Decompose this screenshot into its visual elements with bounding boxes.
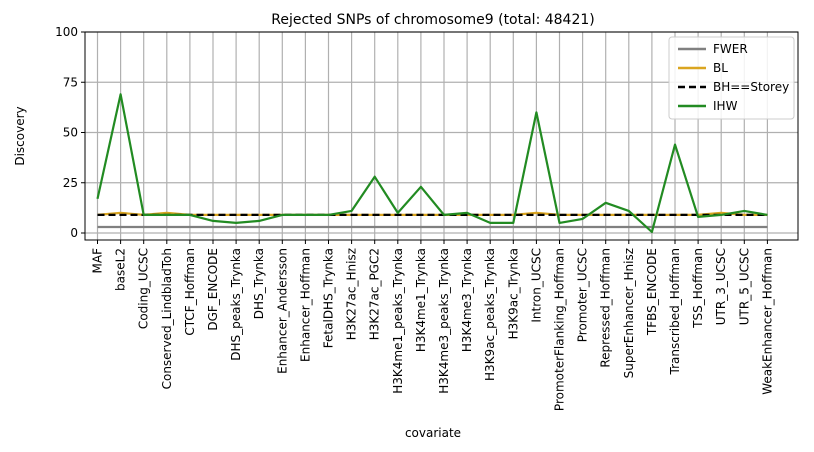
x-tick-label: H3K9ac_Trynka xyxy=(506,248,520,339)
x-tick-label: baseL2 xyxy=(114,248,128,291)
x-tick-label: MAF xyxy=(91,248,105,274)
y-tick-label: 75 xyxy=(63,75,78,89)
legend-label: BL xyxy=(713,61,728,75)
chart-title: Rejected SNPs of chromosome9 (total: 484… xyxy=(271,12,595,28)
x-tick-label: Enhancer_Hoffman xyxy=(298,248,312,362)
y-axis-title: Discovery xyxy=(13,106,27,165)
y-tick-label: 100 xyxy=(55,25,78,39)
x-tick-label: H3K27ac_PGC2 xyxy=(368,248,382,340)
x-tick-label: FetalDHS_Trynka xyxy=(322,248,336,348)
x-tick-label: Repressed_Hoffman xyxy=(599,248,613,368)
y-tick-label: 50 xyxy=(63,126,78,140)
x-tick-label: DHS_Trynka xyxy=(252,248,266,319)
x-tick-label: H3K4me3_Trynka xyxy=(460,248,474,352)
x-tick-label: H3K9ac_peaks_Trynka xyxy=(483,248,497,381)
x-tick-label: Promoter_UCSC xyxy=(576,248,590,342)
x-tick-label: Enhancer_Andersson xyxy=(275,248,289,374)
plot-area-frame xyxy=(84,31,799,241)
x-tick-label: SuperEnhancer_Hnisz xyxy=(622,248,636,378)
x-tick-label: WeakEnhancer_Hoffman xyxy=(760,248,774,395)
y-tick-label: 25 xyxy=(63,176,78,190)
x-tick-label: UTR_3_UCSC xyxy=(714,248,728,325)
x-tick-label: UTR_5_UCSC xyxy=(737,248,751,325)
x-tick-label: DHS_peaks_Trynka xyxy=(229,248,243,361)
x-tick-label: Transcribed_Hoffman xyxy=(668,248,682,375)
y-tick-label: 0 xyxy=(70,226,78,240)
x-axis-ticks: MAF baseL2 Coding_UCSC Conserved_LindbladTo… xyxy=(91,240,774,411)
series-line-ihw xyxy=(96,93,768,234)
legend-box xyxy=(668,36,795,120)
x-tick-label: TSS_Hoffman xyxy=(691,248,705,329)
x-tick-label: H3K4me1_Trynka xyxy=(414,248,428,352)
y-axis-ticks: 0 25 50 75 100 xyxy=(55,25,85,240)
x-tick-label: H3K4me1_peaks_Trynka xyxy=(391,248,405,394)
x-tick-label: H3K27ac_Hnisz xyxy=(345,248,359,340)
legend-label: FWER xyxy=(713,42,748,56)
x-tick-label: Conserved_LindbladToh xyxy=(160,248,174,389)
legend: FWER BL BH==Storey IHW xyxy=(668,36,795,120)
x-tick-label: DGF_ENCODE xyxy=(206,248,220,331)
x-tick-label: Coding_UCSC xyxy=(137,248,151,329)
x-tick-label: H3K4me3_peaks_Trynka xyxy=(437,248,451,394)
legend-label: BH==Storey xyxy=(713,80,789,94)
x-tick-label: PromoterFlanking_Hoffman xyxy=(553,248,567,411)
x-tick-label: Intron_UCSC xyxy=(529,248,543,323)
series-lines xyxy=(96,93,768,234)
x-tick-label: TFBS_ENCODE xyxy=(645,248,659,336)
legend-label: IHW xyxy=(713,99,738,113)
x-tick-label: CTCF_Hoffman xyxy=(183,248,197,336)
x-axis-title: covariate xyxy=(405,426,461,440)
